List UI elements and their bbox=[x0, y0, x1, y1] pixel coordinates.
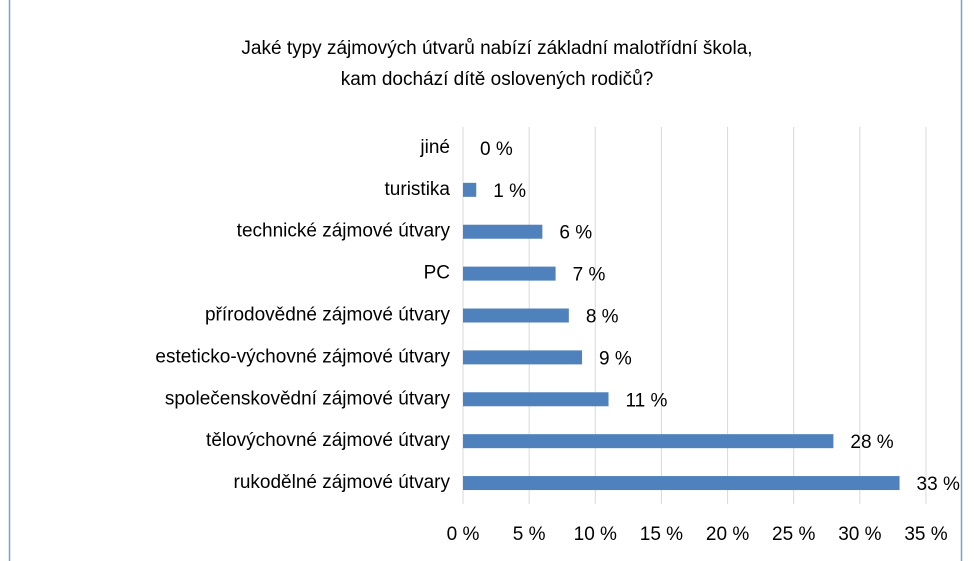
data-label: 33 % bbox=[917, 474, 960, 495]
data-label: 9 % bbox=[599, 348, 632, 369]
bar bbox=[463, 266, 556, 281]
chart-title: Jaké typy zájmových útvarů nabízí základ… bbox=[241, 38, 752, 59]
bar bbox=[463, 434, 834, 449]
y-tick-label: rukodělné zájmové útvary bbox=[234, 472, 451, 493]
y-tick-label: turistika bbox=[385, 179, 451, 200]
bar bbox=[463, 392, 609, 407]
bar bbox=[463, 350, 583, 365]
x-tick-label: 35 % bbox=[904, 524, 947, 545]
y-tick-label: tělovýchovné zájmové útvary bbox=[206, 430, 450, 451]
y-tick-label: společenskovědní zájmové útvary bbox=[165, 388, 451, 409]
x-tick-label: 30 % bbox=[838, 524, 881, 545]
y-tick-label: technické zájmové útvary bbox=[237, 221, 451, 242]
data-label: 1 % bbox=[493, 181, 526, 202]
x-tick-label: 25 % bbox=[772, 524, 815, 545]
y-tick-label: esteticko-výchovné zájmové útvary bbox=[155, 346, 450, 367]
x-tick-label: 20 % bbox=[706, 524, 749, 545]
y-tick-label: PC bbox=[424, 263, 450, 284]
bar bbox=[463, 182, 477, 197]
data-label: 0 % bbox=[480, 139, 513, 160]
data-label: 8 % bbox=[586, 307, 619, 328]
x-tick-label: 0 % bbox=[447, 524, 480, 545]
bar bbox=[463, 476, 900, 491]
data-label: 11 % bbox=[626, 390, 668, 411]
x-tick-label: 5 % bbox=[513, 524, 546, 545]
data-label: 6 % bbox=[559, 223, 592, 244]
x-tick-label: 10 % bbox=[574, 524, 617, 545]
bar bbox=[463, 308, 569, 323]
chart-title: kam dochází dítě oslovených rodičů? bbox=[341, 69, 654, 90]
bar bbox=[463, 224, 543, 239]
x-tick-label: 15 % bbox=[640, 524, 683, 545]
y-tick-label: jiné bbox=[419, 137, 450, 158]
chart-border bbox=[8, 0, 963, 561]
data-label: 7 % bbox=[573, 265, 606, 286]
y-tick-label: přírodovědné zájmové útvary bbox=[205, 305, 451, 326]
data-label: 28 % bbox=[850, 432, 893, 453]
